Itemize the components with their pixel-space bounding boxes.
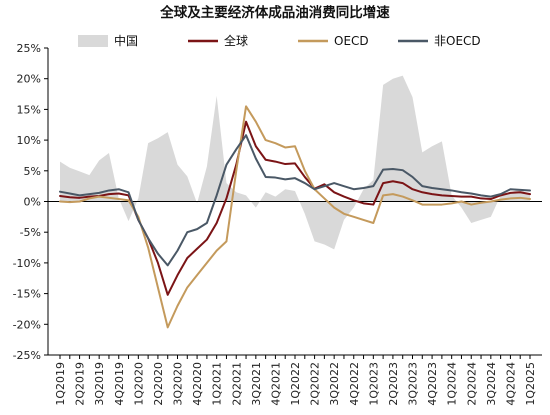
y-tick-label: 0% xyxy=(24,196,41,209)
y-tick-label: -5% xyxy=(20,226,41,239)
x-tick-label: 1Q2021 xyxy=(211,362,224,406)
x-tick-label: 4Q2022 xyxy=(348,362,361,406)
x-tick-label: 1Q2019 xyxy=(54,362,67,406)
legend-swatch-0 xyxy=(78,35,108,47)
area-layer xyxy=(60,75,530,250)
x-tick-label: 1Q2024 xyxy=(446,362,459,406)
x-tick-label: 3Q2020 xyxy=(172,362,185,406)
x-tick-label: 1Q2025 xyxy=(524,362,537,406)
line-layer xyxy=(59,105,531,329)
x-tick-label: 4Q2020 xyxy=(191,362,204,406)
chart-legend: 中国 全球 OECD 非OECD xyxy=(78,33,481,48)
series-area-0 xyxy=(60,75,530,250)
y-tick-label: 25% xyxy=(17,42,41,55)
x-tick-label: 3Q2024 xyxy=(485,362,498,406)
x-tick-label: 4Q2019 xyxy=(113,362,126,406)
x-tick-label: 1Q2022 xyxy=(289,362,302,406)
x-tick-label: 4Q2021 xyxy=(269,362,282,406)
x-tick-label: 2Q2023 xyxy=(387,362,400,406)
legend-label-2: OECD xyxy=(334,34,369,48)
y-tick-label: 5% xyxy=(24,165,41,178)
legend-label-3: 非OECD xyxy=(434,34,481,48)
y-tick-label: 20% xyxy=(17,73,41,86)
legend-label-0: 中国 xyxy=(114,33,138,48)
y-tick-label: -20% xyxy=(13,318,41,331)
y-tick-label: -10% xyxy=(13,257,41,270)
series-line-2 xyxy=(59,105,531,329)
x-tick-label: 3Q2023 xyxy=(407,362,420,406)
y-tick-label: 15% xyxy=(17,103,41,116)
chart-title: 全球及主要经济体成品油消费同比增速 xyxy=(159,4,390,21)
x-tick-label: 2Q2024 xyxy=(465,362,478,406)
legend-label-1: 全球 xyxy=(224,33,248,48)
tick-label-layer: 25% 20% 15% 10% 5% 0% -5% -10% -15% -20% -25% 1Q201… xyxy=(13,42,537,406)
x-tick-label: 3Q2022 xyxy=(328,362,341,406)
x-tick-label: 2Q2022 xyxy=(309,362,322,406)
x-tick-label: 2Q2020 xyxy=(152,362,165,406)
x-tick-label: 4Q2024 xyxy=(504,362,517,406)
x-tick-label: 1Q2023 xyxy=(367,362,380,406)
x-tick-label: 3Q2019 xyxy=(93,362,106,406)
x-tick-label: 2Q2021 xyxy=(230,362,243,406)
y-tick-label: 10% xyxy=(17,134,41,147)
x-tick-label: 4Q2023 xyxy=(426,362,439,406)
x-tick-label: 1Q2020 xyxy=(132,362,145,406)
y-tick-label: -25% xyxy=(13,349,41,362)
y-tick-label: -15% xyxy=(13,288,41,301)
x-tick-label: 2Q2019 xyxy=(74,362,87,406)
series-line-3 xyxy=(59,134,531,267)
x-tick-label: 3Q2021 xyxy=(250,362,263,406)
